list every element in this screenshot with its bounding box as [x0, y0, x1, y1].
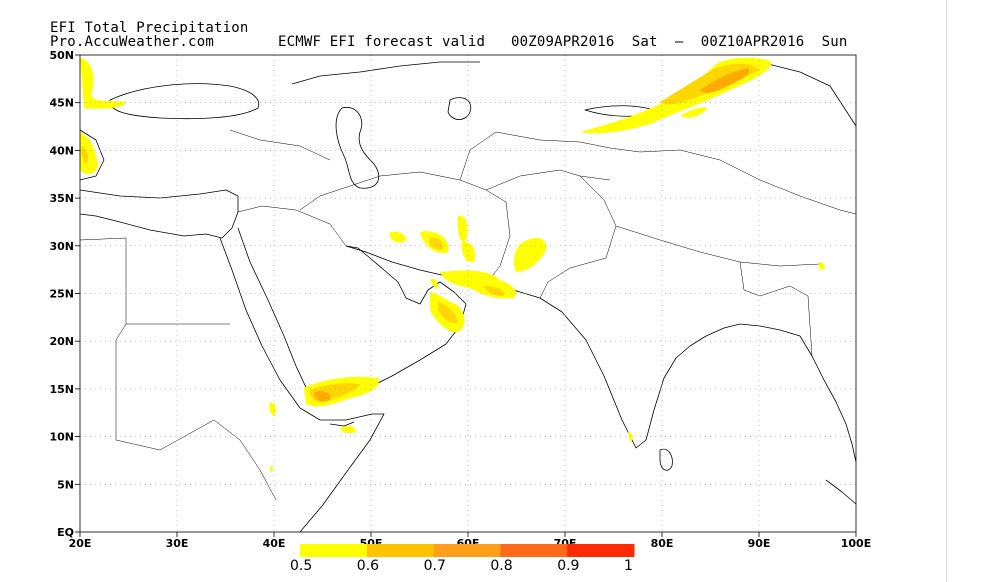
map-source: Pro.AccuWeather.com: [50, 34, 214, 50]
efi-region-balkans: [80, 58, 126, 109]
efi-shading: [80, 57, 826, 472]
lat-tick-label: EQ: [57, 526, 74, 539]
colorbar-swatch: [300, 544, 368, 557]
lon-tick-label: 90E: [748, 537, 771, 550]
colorbar-label: 0.9: [557, 558, 580, 574]
lat-tick-label: 25N: [49, 288, 74, 301]
colorbar-label: 0.7: [423, 558, 446, 574]
lat-tick-label: 45N: [49, 97, 74, 110]
page-edge: [946, 0, 947, 582]
colorbar-label: 0.5: [290, 558, 313, 574]
colorbar-label: 1: [624, 558, 633, 574]
colorbar: [300, 544, 635, 557]
lat-tick-label: 20N: [49, 335, 74, 348]
colorbar-swatch: [366, 544, 435, 557]
efi-region-greece: [80, 132, 98, 175]
country-borders: [79, 129, 857, 501]
coastlines: [79, 61, 857, 533]
lat-tick-label: 15N: [49, 383, 74, 396]
longitude-ticks: 20E 30E 40E 50E 60E 70E 80E 90E 100E: [69, 532, 871, 550]
gridlines: [80, 55, 856, 532]
lon-tick-label: 20E: [69, 537, 92, 550]
lat-tick-label: 35N: [49, 192, 74, 205]
efi-region-iran: [457, 215, 468, 242]
lat-tick-label: 30N: [49, 240, 74, 253]
lat-tick-label: 50N: [49, 49, 74, 62]
colorbar-label: 0.8: [490, 558, 513, 574]
colorbar-swatch: [500, 544, 568, 557]
lon-tick-label: 30E: [166, 537, 189, 550]
forecast-validity: ECMWF EFI forecast valid 00Z09APR2016 Sa…: [278, 34, 848, 50]
lat-tick-label: 5N: [57, 478, 74, 491]
colorbar-swatch: [433, 544, 501, 557]
lat-tick-label: 40N: [49, 144, 74, 157]
lon-tick-label: 100E: [841, 537, 871, 550]
colorbar-label: 0.6: [356, 558, 380, 574]
latitude-ticks: EQ 5N 10N 15N 20N 25N 30N 35N 40N 45N 50N: [49, 49, 80, 539]
lon-tick-label: 80E: [651, 537, 674, 550]
colorbar-swatch: [567, 544, 635, 557]
map-title: EFI Total Precipitation: [50, 20, 249, 36]
lat-tick-label: 10N: [49, 431, 74, 444]
lon-tick-label: 40E: [263, 537, 286, 550]
